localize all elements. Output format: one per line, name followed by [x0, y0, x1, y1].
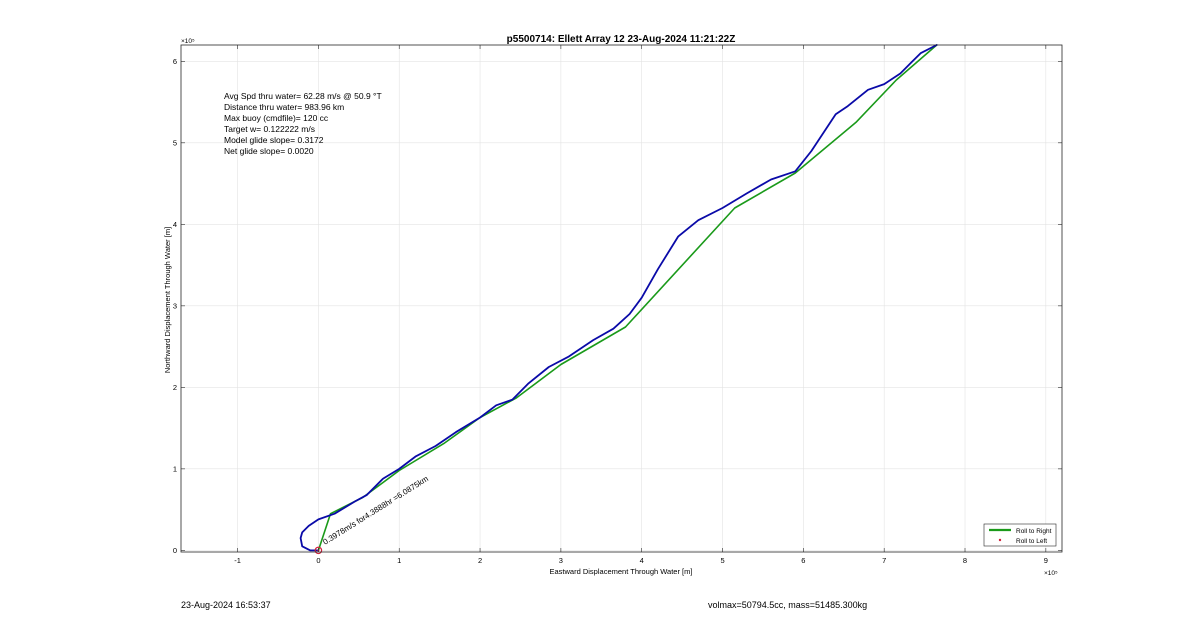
- series-track-line: [299, 44, 938, 552]
- y-axis-label: Northward Displacement Through Water [m]: [163, 227, 172, 373]
- footer-vol-mass: volmax=50794.5cc, mass=51485.300kg: [708, 600, 868, 610]
- y-tick-label: 3: [173, 301, 177, 310]
- legend: Roll to Right Roll to Left: [983, 523, 1057, 547]
- info-text-block: Avg Spd thru water= 62.28 m/s @ 50.9 °T …: [224, 91, 382, 156]
- info-line: Target w= 0.122222 m/s: [224, 124, 315, 134]
- grid: [181, 45, 1062, 552]
- x-tick-label: 6: [801, 556, 805, 565]
- plot-background: [181, 45, 1062, 552]
- info-line: Net glide slope= 0.0020: [224, 146, 314, 156]
- x-axis-label: Eastward Displacement Through Water [m]: [550, 567, 693, 576]
- x-tick-label: 9: [1044, 556, 1048, 565]
- y-exponent-label: ×10⁵: [181, 38, 195, 45]
- chart-title: p5500714: Ellett Array 12 23-Aug-2024 11…: [507, 34, 736, 45]
- y-tick-label: 5: [173, 138, 177, 147]
- x-tick-label: 3: [559, 556, 563, 565]
- plot-frame: [180, 44, 1063, 553]
- legend-label-roll-right: Roll to Right: [1016, 528, 1052, 535]
- x-tick-label: -1: [234, 556, 241, 565]
- x-tick-label: 7: [882, 556, 886, 565]
- start-marker: [314, 546, 323, 555]
- legend-swatch-roll-left: [998, 538, 1002, 542]
- x-tick-label: 2: [478, 556, 482, 565]
- axis-ticks: -1 0 1 2 3 4 5 6 7 8 9 0 1 2 3 4 5 6: [173, 45, 1062, 565]
- y-tick-label: 1: [173, 464, 177, 473]
- x-tick-label: 0: [316, 556, 320, 565]
- y-tick-label: 0: [173, 546, 177, 555]
- info-line: Avg Spd thru water= 62.28 m/s @ 50.9 °T: [224, 91, 382, 101]
- y-tick-label: 4: [173, 220, 177, 229]
- y-tick-label: 6: [173, 57, 177, 66]
- x-exponent-label: ×10⁵: [1044, 570, 1058, 577]
- y-tick-label: 2: [173, 383, 177, 392]
- x-tick-label: 4: [640, 556, 644, 565]
- legend-label-roll-left: Roll to Left: [1016, 538, 1047, 545]
- info-line: Distance thru water= 983.96 km: [224, 102, 344, 112]
- footer-timestamp: 23-Aug-2024 16:53:37: [181, 600, 271, 610]
- x-tick-label: 5: [720, 556, 724, 565]
- x-tick-label: 1: [397, 556, 401, 565]
- x-tick-label: 8: [963, 556, 967, 565]
- info-line: Max buoy (cmdfile)= 120 cc: [224, 113, 329, 123]
- info-line: Model glide slope= 0.3172: [224, 135, 324, 145]
